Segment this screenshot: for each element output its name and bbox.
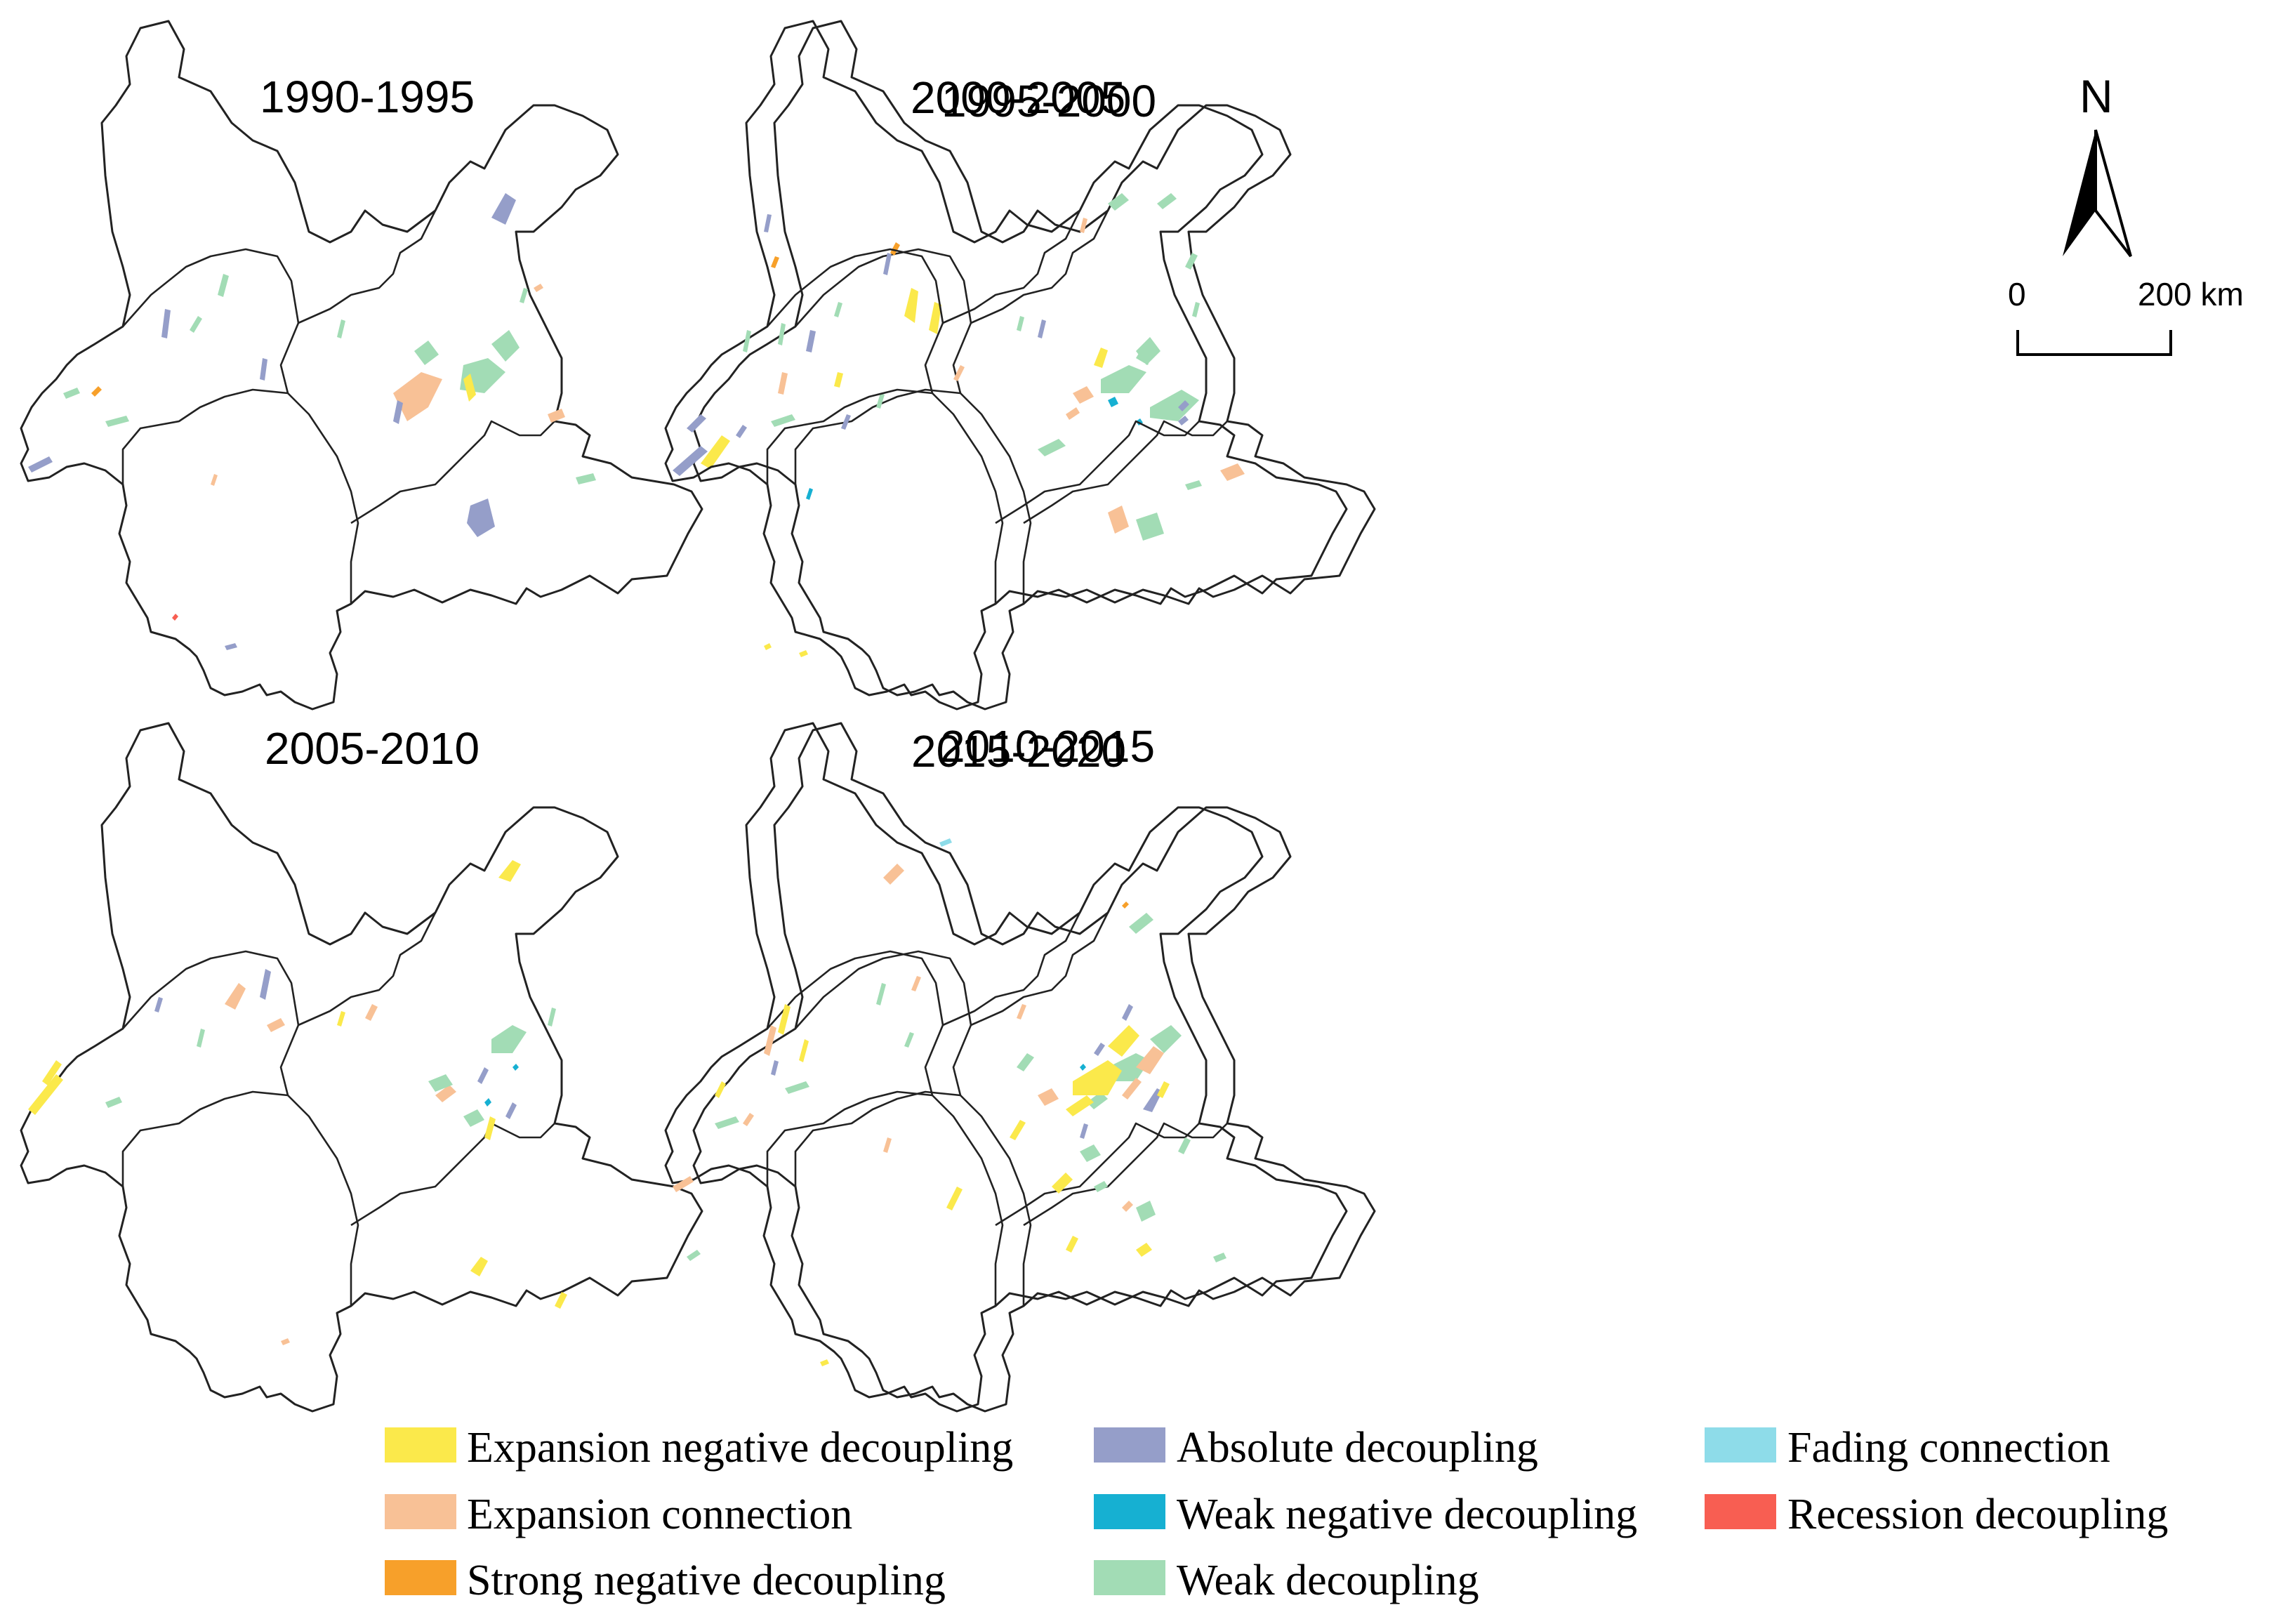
decoupling-patches [687,902,1226,1262]
legend: Expansion negative decoupling Expansion … [385,1424,2168,1604]
legend-label: Weak decoupling [1177,1557,1479,1604]
legend-label: Expansion connection [467,1491,852,1538]
legend-label: Fading connection [1787,1424,2110,1472]
panel-title: 2010-2015 [940,721,1155,772]
decoupling-patches [673,838,1191,1366]
legend-item: Strong negative decoupling [385,1557,946,1604]
north-arrow-label: N [2079,70,2113,122]
legend-swatch [385,1427,456,1463]
scale-end-label: 200 km [2138,276,2244,312]
legend-label: Weak negative decoupling [1177,1491,1637,1538]
legend-label: Recession decoupling [1787,1491,2168,1538]
north-arrow: N [2063,70,2132,258]
legend-swatch [385,1560,456,1595]
legend-item: Absolute decoupling [1094,1424,1538,1472]
legend-swatch [385,1494,456,1529]
decoupling-patches [28,860,567,1345]
map-panel-2005-2010: 2005-2010 [20,722,703,1413]
map-panel-1995-2000: 1995-2000 [692,20,1376,711]
scale-start-label: 0 [2008,276,2026,312]
legend-item: Fading connection [1705,1424,2110,1472]
map-panel-2000-2005: 2000-2005 [664,20,1348,711]
legend-swatch [1705,1494,1776,1529]
legend-swatch [1094,1494,1165,1529]
map-panel-1990-1995: 1990-1995 [20,20,703,711]
panel-title: 2015-2020 [911,726,1126,777]
scale-bar: 0 200 km [2008,276,2244,356]
map-panel-2015-2020: 2015-2020 [664,722,1348,1413]
decoupling-patches [701,193,1245,657]
map-panel-2010-2015: 2010-2015 [687,721,1376,1413]
legend-label: Strong negative decoupling [467,1557,946,1604]
legend-item: Weak negative decoupling [1094,1491,1637,1538]
legend-label: Absolute decoupling [1177,1424,1538,1472]
legend-item: Expansion connection [385,1491,852,1538]
panel-title: 2000-2005 [911,72,1125,123]
panel-title: 1995-2000 [941,76,1156,126]
decoupling-patches [28,193,596,650]
legend-item: Recession decoupling [1705,1491,2168,1538]
panel-title: 2005-2010 [265,723,480,774]
legend-item: Weak decoupling [1094,1557,1479,1604]
decoupling-patches [673,193,1202,650]
legend-item: Expansion negative decoupling [385,1424,1013,1472]
panel-title: 1990-1995 [260,72,475,122]
legend-swatch [1705,1427,1776,1463]
legend-label: Expansion negative decoupling [467,1424,1013,1472]
north-arrow-icon [2063,130,2096,256]
legend-swatch [1094,1560,1165,1595]
legend-swatch [1094,1427,1165,1463]
